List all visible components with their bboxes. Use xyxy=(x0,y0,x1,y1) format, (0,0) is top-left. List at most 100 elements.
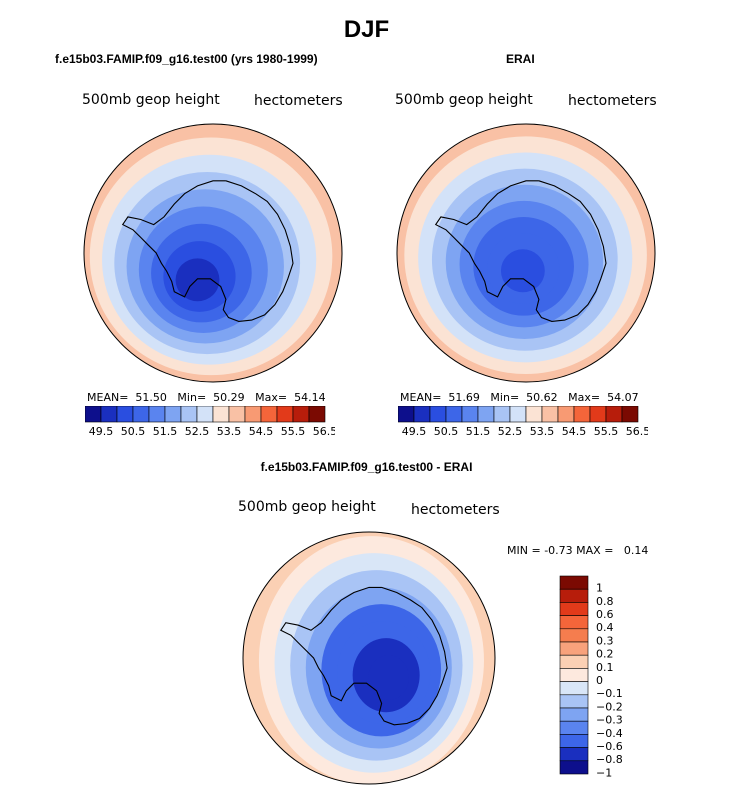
map-border xyxy=(242,531,496,785)
colorbar-swatch xyxy=(589,406,607,423)
panel3-stats: MIN = -0.73 MAX = 0.14 xyxy=(507,544,648,557)
colorbar-tick-label: 53.5 xyxy=(217,425,242,438)
antarctica-coastline xyxy=(121,180,294,322)
colorbar-swatch xyxy=(559,681,589,696)
colorbar-swatch xyxy=(85,406,102,423)
colorbar-swatch xyxy=(308,406,326,423)
colorbar-tick-label: 0.4 xyxy=(596,621,614,634)
panel3-max-label: MAX = xyxy=(576,544,614,557)
colorbar-tick-label: 0.3 xyxy=(596,634,614,647)
antarctica-coastline xyxy=(434,180,607,322)
colorbar-tick-label: 49.5 xyxy=(402,425,427,438)
panel3-min-label: MIN = xyxy=(507,544,541,557)
colorbar-tick-label: 50.5 xyxy=(434,425,459,438)
panel2-mean-value: 51.69 xyxy=(448,391,480,404)
colorbar-tick-label: 51.5 xyxy=(153,425,178,438)
panel2-min-value: 50.62 xyxy=(526,391,558,404)
panel1-polar-map xyxy=(83,123,343,383)
colorbar-tick-label: 55.5 xyxy=(594,425,619,438)
colorbar-tick-label: 56.5 xyxy=(626,425,648,438)
colorbar-tick-label: −0.1 xyxy=(596,687,623,700)
colorbar-swatch xyxy=(559,694,589,709)
contour-band xyxy=(500,249,545,293)
colorbar-tick-label: 53.5 xyxy=(530,425,555,438)
colorbar-swatch xyxy=(559,602,589,616)
panel1-min-value: 50.29 xyxy=(213,391,245,404)
colorbar-tick-label: 0.8 xyxy=(596,595,614,608)
colorbar-swatch xyxy=(132,406,150,423)
colorbar-swatch xyxy=(413,406,431,423)
colorbar-swatch xyxy=(621,406,639,423)
panel1-max-value: 54.14 xyxy=(294,391,326,404)
colorbar-swatch xyxy=(559,588,589,603)
colorbar-swatch xyxy=(559,707,589,722)
colorbar-tick-label: 0.2 xyxy=(596,648,614,661)
colorbar-swatch xyxy=(559,575,589,590)
panel1-title: f.e15b03.FAMIP.f09_g16.test00 (yrs 1980-… xyxy=(55,52,318,66)
colorbar-swatch xyxy=(398,406,415,423)
contour-band xyxy=(368,655,409,701)
panel1-min-label: Min= xyxy=(177,391,207,404)
colorbar-swatch xyxy=(559,720,589,735)
colorbar-swatch xyxy=(477,406,495,423)
colorbar-swatch xyxy=(559,654,589,669)
panel2-max-value: 54.07 xyxy=(607,391,639,404)
panel2-title: ERAI xyxy=(506,52,535,66)
panel3-units-label: hectometers xyxy=(411,502,500,518)
colorbar-tick-label: 56.5 xyxy=(313,425,335,438)
panel2-colorbar: 49.5 50.5 51.5 52.5 53.5 54.5 55.5 56.5 xyxy=(398,406,648,438)
colorbar-swatch xyxy=(559,641,589,656)
panel1-mean-value: 51.50 xyxy=(135,391,167,404)
panel3-colorbar: 10.80.60.40.30.20.10−0.1−0.2−0.3−0.4−0.6… xyxy=(559,575,623,779)
colorbar-tick-label: 49.5 xyxy=(89,425,114,438)
panel2-min-label: Min= xyxy=(490,391,520,404)
panel2-max-label: Max= xyxy=(568,391,601,404)
colorbar-swatch xyxy=(148,406,166,423)
colorbar-tick-label: 52.5 xyxy=(185,425,210,438)
panel3-title: f.e15b03.FAMIP.f09_g16.test00 - ERAI xyxy=(260,460,473,474)
colorbar-tick-label: 51.5 xyxy=(466,425,491,438)
colorbar-tick-label: 0 xyxy=(596,674,603,687)
colorbar-swatch xyxy=(559,668,589,682)
colorbar-swatch xyxy=(493,406,511,423)
figure-title: DJF xyxy=(343,16,390,43)
colorbar-tick-label: −0.3 xyxy=(596,714,623,727)
colorbar-tick-label: 54.5 xyxy=(562,425,587,438)
map-border xyxy=(83,123,343,383)
colorbar-tick-label: 52.5 xyxy=(498,425,523,438)
colorbar-swatch xyxy=(559,628,589,643)
colorbar-swatch xyxy=(525,406,543,423)
colorbar-swatch xyxy=(292,406,310,423)
colorbar-tick-label: 50.5 xyxy=(121,425,146,438)
panel1-mean-label: MEAN= xyxy=(87,391,129,404)
colorbar-swatch xyxy=(557,406,575,423)
colorbar-tick-label: −0.8 xyxy=(596,753,623,766)
colorbar-swatch xyxy=(228,406,246,423)
colorbar-swatch xyxy=(276,406,294,423)
antarctica-coastline xyxy=(279,586,448,726)
panel2-polar-map xyxy=(396,123,656,383)
colorbar-swatch xyxy=(212,406,230,423)
colorbar-tick-label: 1 xyxy=(596,582,603,595)
colorbar-swatch xyxy=(100,406,118,423)
panel2-mean-label: MEAN= xyxy=(400,391,442,404)
colorbar-tick-label: −0.4 xyxy=(596,727,623,740)
colorbar-swatch xyxy=(164,406,182,423)
panel2-variable-label: 500mb geop height xyxy=(395,92,533,108)
colorbar-tick-label: 0.6 xyxy=(596,608,614,621)
panel3-variable-label: 500mb geop height xyxy=(238,499,376,515)
panel1-max-label: Max= xyxy=(255,391,288,404)
colorbar-swatch xyxy=(605,406,623,423)
panel3-max-value: 0.14 xyxy=(623,544,649,557)
panel3-min-value: -0.73 xyxy=(544,544,573,557)
colorbar-tick-label: 55.5 xyxy=(281,425,306,438)
colorbar-swatch xyxy=(244,406,262,423)
map-border xyxy=(396,123,656,383)
panel1-variable-label: 500mb geop height xyxy=(82,92,220,108)
colorbar-swatch xyxy=(116,406,134,423)
panel3-polar-map xyxy=(242,531,496,785)
colorbar-tick-label: 54.5 xyxy=(249,425,274,438)
colorbar-swatch xyxy=(573,406,591,423)
colorbar-tick-label: −1 xyxy=(596,766,612,779)
colorbar-swatch xyxy=(559,734,589,748)
